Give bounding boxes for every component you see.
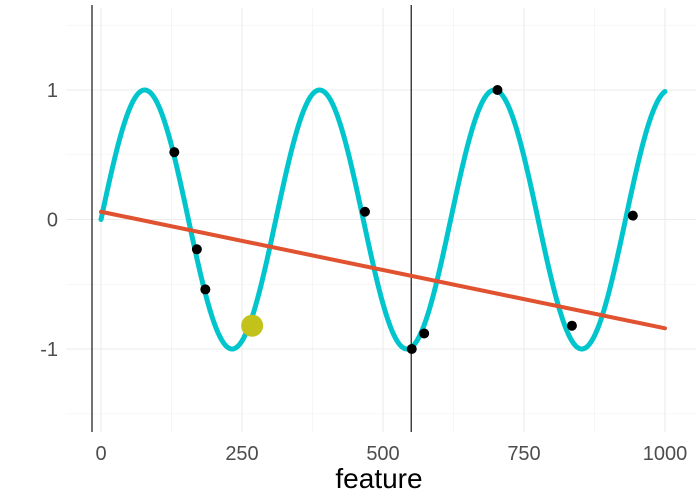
y-tick-label: 0 [47, 210, 58, 232]
data-point [191, 244, 202, 255]
y-tick-label: 1 [47, 80, 58, 102]
data-point [492, 85, 503, 95]
linear-fit-line [99, 209, 667, 331]
data-point [419, 328, 430, 339]
data-point [359, 206, 370, 217]
highlighted-point [241, 314, 264, 337]
data-point [169, 147, 180, 158]
grid-layer [66, 8, 696, 432]
x-axis-title: feature [335, 463, 422, 494]
x-tick-label: 250 [225, 443, 258, 465]
data-point [406, 344, 417, 354]
tick-labels-layer: 0 250 500 750 1000 -1 0 1 [40, 80, 687, 465]
x-tick-label: 0 [95, 443, 106, 465]
x-tick-label: 500 [366, 443, 399, 465]
y-tick-label: -1 [40, 339, 58, 361]
data-point [200, 284, 211, 295]
vertical-lines-layer [91, 5, 412, 432]
data-point [627, 210, 638, 221]
x-tick-label: 750 [507, 443, 540, 465]
data-point [566, 320, 577, 331]
x-tick-label: 1000 [643, 443, 688, 465]
points-layer [169, 85, 638, 354]
